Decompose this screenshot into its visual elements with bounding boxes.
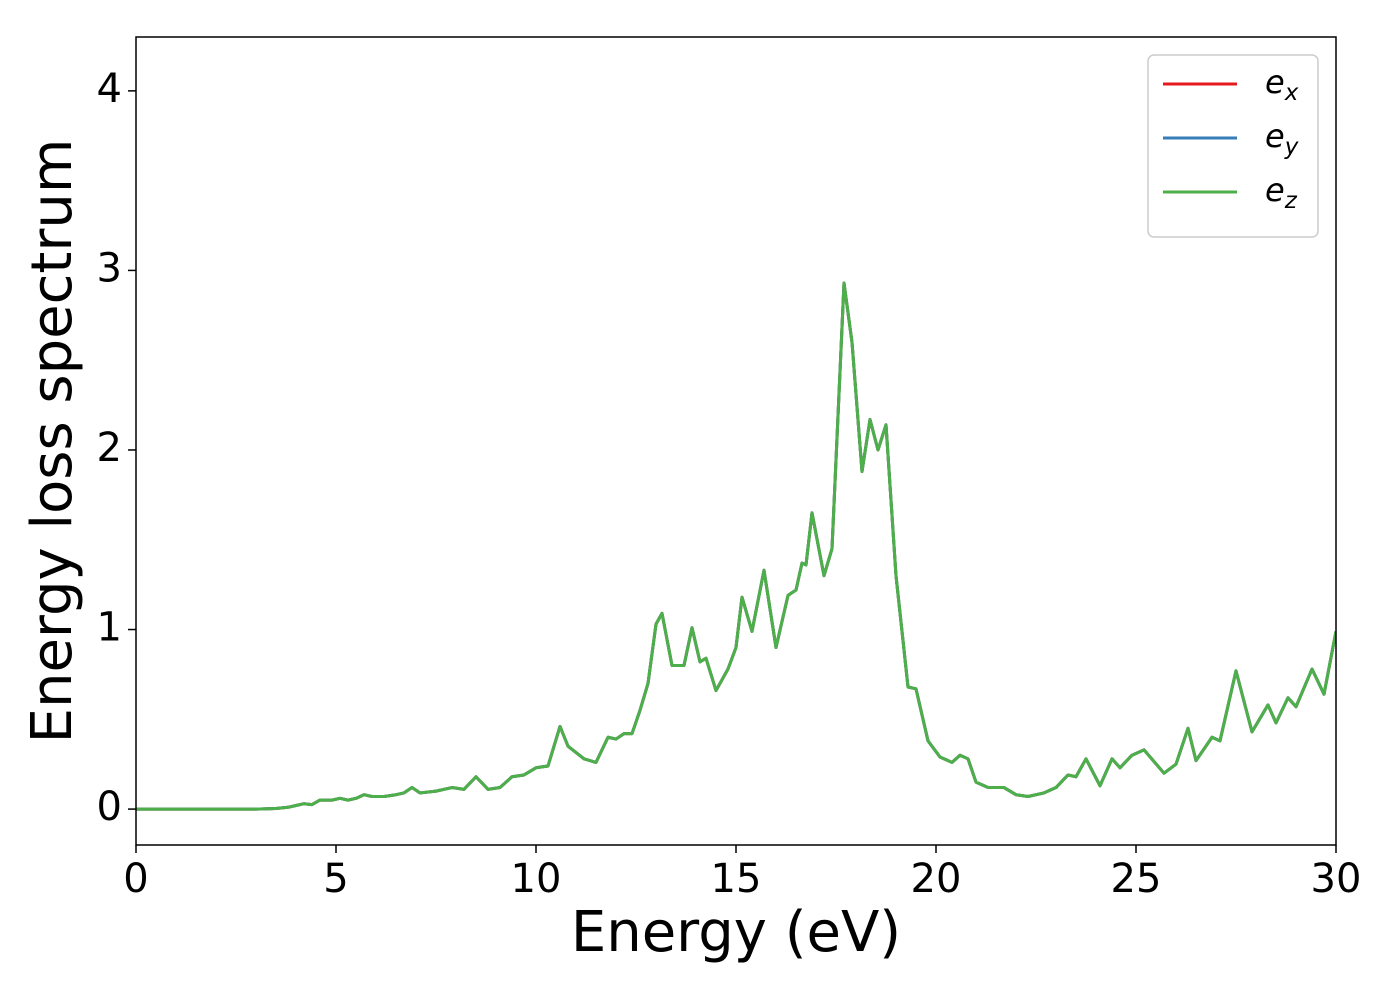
- y-tick-label: 2: [97, 425, 122, 471]
- x-tick-label: 15: [711, 856, 762, 902]
- x-tick-label: 0: [123, 856, 148, 902]
- y-tick-label: 3: [97, 245, 122, 291]
- x-tick-label: 20: [911, 856, 962, 902]
- legend-label: ex: [1265, 63, 1299, 106]
- legend-label: ey: [1265, 117, 1299, 160]
- series-line: [136, 281, 1336, 811]
- plot-frame: [135, 36, 1337, 846]
- y-tick-label: 0: [97, 784, 122, 830]
- y-tick-label: 1: [97, 605, 122, 651]
- x-tick-label: 30: [1311, 856, 1362, 902]
- x-axis-title: Energy (eV): [571, 900, 901, 965]
- y-tick-label: 4: [97, 66, 122, 112]
- x-tick-label: 5: [323, 856, 348, 902]
- series-line: [136, 281, 1336, 811]
- legend-label: ez: [1265, 171, 1298, 214]
- series-line: [136, 281, 1336, 811]
- y-axis-title: Energy loss spectrum: [20, 139, 85, 744]
- x-tick-label: 10: [511, 856, 562, 902]
- x-tick-label: 25: [1111, 856, 1162, 902]
